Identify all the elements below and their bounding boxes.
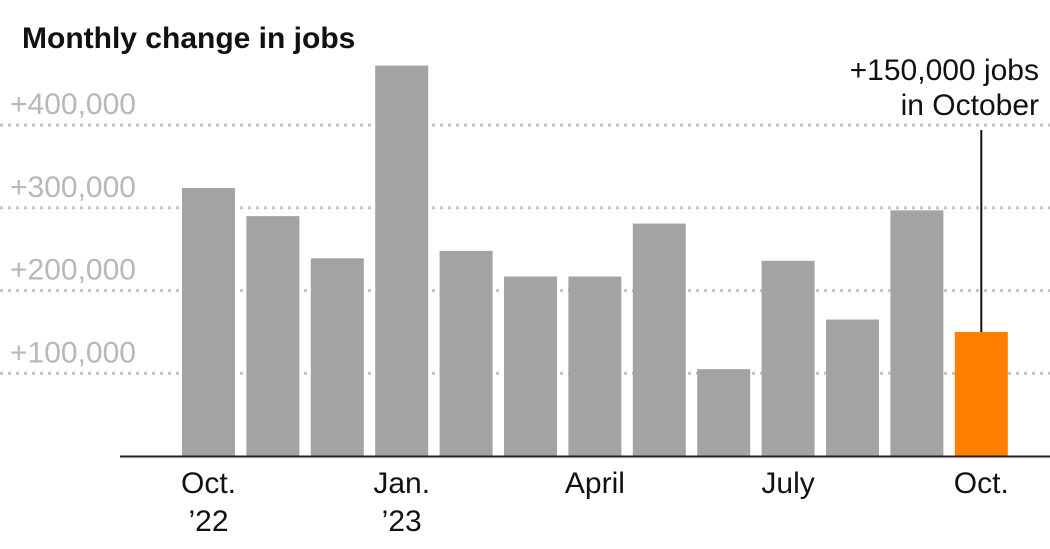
x-tick-label: July <box>761 467 814 500</box>
bar <box>697 369 751 456</box>
bar <box>310 258 364 456</box>
x-tick-label: ’22 <box>188 505 228 538</box>
bar-highlighted <box>954 331 1008 456</box>
annotation-label: +150,000 jobs <box>850 54 1039 87</box>
bar <box>439 250 493 456</box>
y-tick-label: +100,000 <box>10 336 136 369</box>
y-tick-label: +400,000 <box>10 88 136 121</box>
x-tick-label: Jan. <box>373 467 430 500</box>
bar <box>632 223 686 456</box>
y-axis-tick-labels: +100,000 +200,000 +300,000 +400,000 <box>10 88 136 369</box>
bar <box>761 260 815 456</box>
bar <box>182 188 235 456</box>
bar <box>568 276 622 456</box>
x-tick-label: April <box>565 467 625 500</box>
bar <box>826 319 879 456</box>
x-tick-label: Oct. <box>181 467 236 500</box>
annotation-label: in October <box>901 89 1039 122</box>
bar <box>375 65 429 456</box>
bars <box>182 65 1008 456</box>
y-tick-label: +300,000 <box>10 171 136 204</box>
x-tick-label: ’23 <box>382 505 422 538</box>
bar <box>504 276 557 456</box>
x-axis-tick-labels: Oct. ’22 Jan. ’23 April July Oct. <box>181 467 1009 538</box>
x-tick-label: Oct. <box>954 467 1009 500</box>
bar <box>246 216 300 456</box>
y-tick-label: +200,000 <box>10 254 136 287</box>
bar <box>890 210 944 456</box>
chart-title: Monthly change in jobs <box>22 22 355 55</box>
